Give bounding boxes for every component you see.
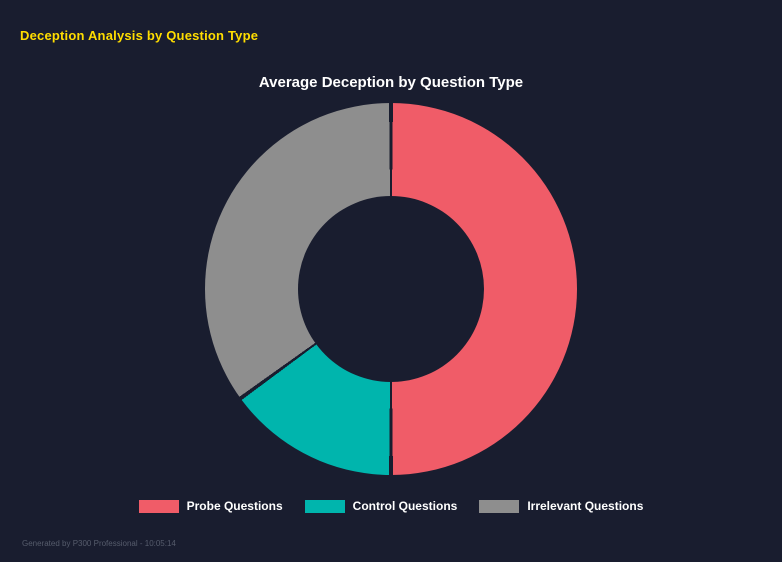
chart-title: Average Deception by Question Type [258, 74, 524, 91]
chart-block: Average Deception by Question Type Probe… [0, 74, 782, 513]
legend-label: Irrelevant Questions [527, 499, 644, 513]
control-legend-swatch [304, 499, 345, 513]
legend-item-probe[interactable]: Probe Questions [138, 499, 283, 513]
page-title: Deception Analysis by Question Type [20, 28, 259, 43]
doughnut-chart [205, 103, 577, 475]
doughnut-hole [298, 196, 484, 382]
legend-label: Probe Questions [186, 499, 283, 513]
irrelevant-legend-swatch [479, 499, 520, 513]
legend-item-irrelevant[interactable]: Irrelevant Questions [479, 499, 643, 513]
chart-legend: Probe Questions Control Questions Irrele… [138, 499, 643, 513]
footer-note: Generated by P300 Professional - 10:05:1… [22, 539, 176, 548]
legend-item-control[interactable]: Control Questions [304, 499, 458, 513]
probe-legend-swatch [138, 499, 179, 513]
legend-label: Control Questions [352, 499, 458, 513]
